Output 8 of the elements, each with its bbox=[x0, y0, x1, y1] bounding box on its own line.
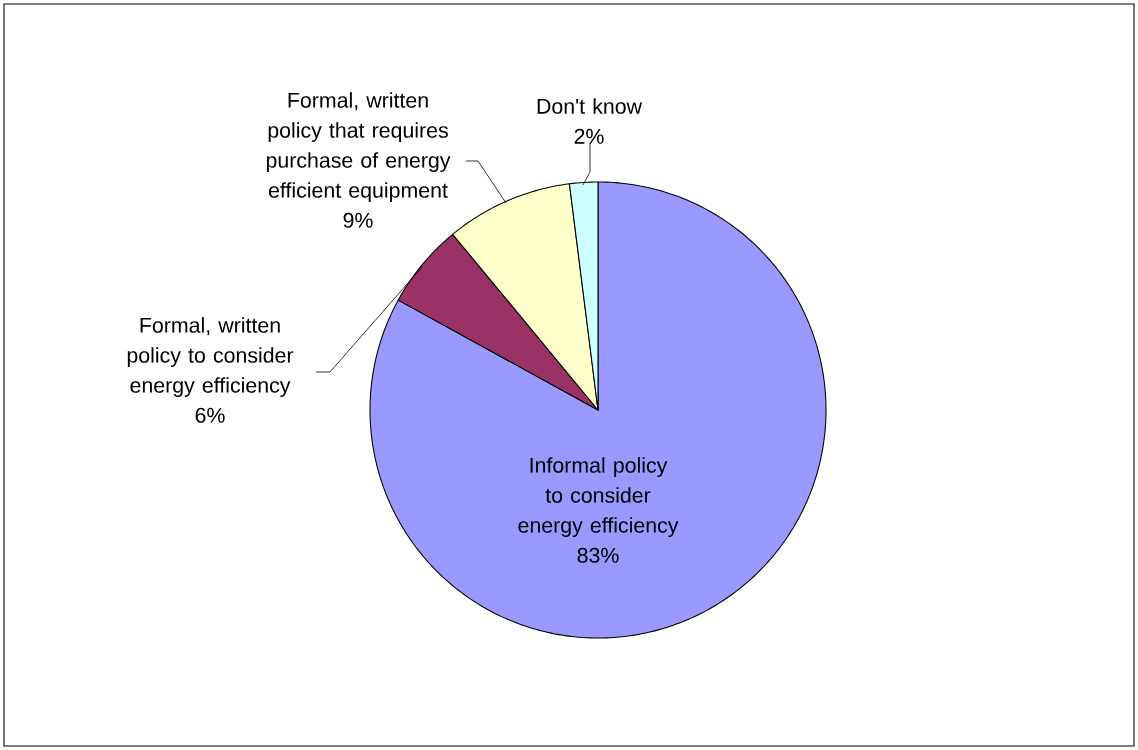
data-label: 83% bbox=[577, 547, 619, 563]
data-label: 6% bbox=[195, 407, 225, 423]
slice-label: Don't know bbox=[537, 98, 643, 114]
slice-label: Formal, written policy to consider energy efficiency bbox=[127, 317, 294, 398]
data-label: 2% bbox=[574, 128, 604, 144]
slice-label: Formal, written policy that requires purchase of energy efficient equipment bbox=[266, 92, 451, 203]
data-label: 9% bbox=[343, 212, 373, 228]
slice-label: Informal policy to consider energy efficiency bbox=[518, 457, 679, 538]
